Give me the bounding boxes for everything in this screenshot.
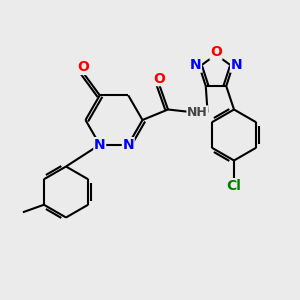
Text: O: O (77, 60, 89, 74)
Text: Cl: Cl (226, 179, 242, 193)
Text: O: O (210, 45, 222, 59)
Text: N: N (190, 58, 201, 72)
Text: N: N (231, 58, 242, 72)
Text: O: O (153, 72, 165, 86)
Text: NH: NH (187, 106, 208, 119)
Text: N: N (94, 138, 106, 152)
Text: N: N (122, 138, 134, 152)
